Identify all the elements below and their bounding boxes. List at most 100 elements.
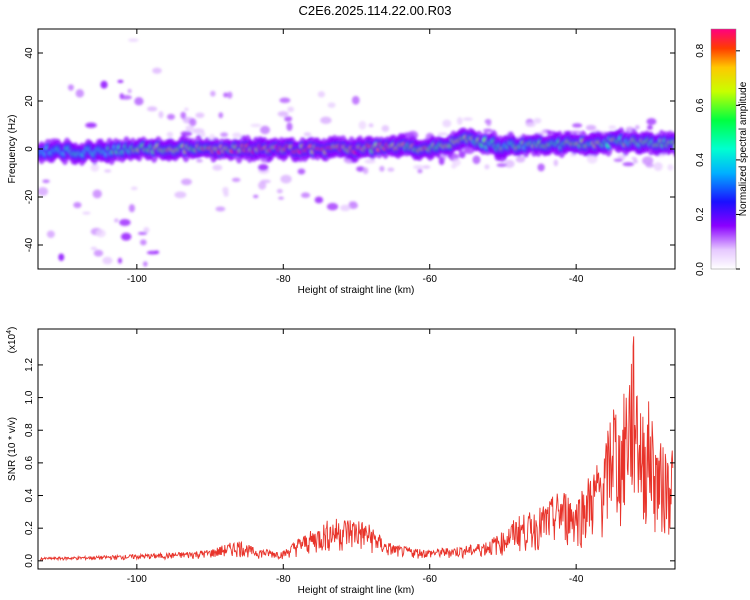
heatmap-cell: [166, 131, 174, 138]
colorbar-tick-label: 0.2: [695, 207, 706, 221]
snr-panel: -100 -80 -60 -40 0.0 0.2 0.4 0.6 0.8 1.0 1.2 Heig…: [6, 327, 676, 596]
heatmap-cell: [463, 147, 475, 155]
heatmap-cell: [504, 159, 515, 168]
heatmap-cell: [458, 150, 466, 159]
heatmap-cell: [496, 163, 507, 168]
heatmap-cell: [586, 154, 598, 164]
heatmap-cell: [364, 159, 376, 164]
heatmap-cell: [117, 79, 124, 84]
heatmap-cell: [320, 116, 332, 124]
heatmap-cell: [158, 111, 164, 119]
heatmap-cell: [75, 89, 85, 98]
heatmap-cell: [525, 122, 536, 128]
heatmap-cell: [92, 189, 102, 199]
snr-x-tick-label: -80: [276, 574, 291, 585]
heatmap-cell: [284, 116, 293, 122]
heatmap-cell: [185, 125, 194, 132]
colorbar: 0.0 0.2 0.4 0.6 0.8 Normalized spectral ampl…: [695, 28, 749, 276]
heatmap-cell: [537, 163, 545, 172]
heatmap-cell: [260, 125, 271, 135]
heatmap-cell: [483, 128, 493, 133]
heatmap-cell: [114, 218, 119, 223]
heatmap-cell: [128, 204, 135, 213]
heatmap-cell: [633, 159, 638, 164]
spectrogram-y-tick-label: 0: [24, 146, 35, 152]
spectrogram-x-tick-label: -100: [127, 274, 147, 285]
snr-x-tick-label: -40: [569, 574, 584, 585]
heatmap-cell: [368, 123, 374, 128]
heatmap-cell: [117, 257, 123, 264]
heatmap-cell: [276, 188, 283, 194]
spectrogram-y-tick-label: 40: [24, 47, 35, 59]
heatmap-cell: [120, 95, 132, 100]
heatmap-cell: [317, 91, 326, 98]
snr-x-tick-label: -60: [422, 574, 437, 585]
snr-y-tick-label: 1.2: [24, 358, 35, 372]
snr-y-tick-label: 1.0: [24, 390, 35, 404]
svg-text:(x104): (x104): [6, 327, 18, 354]
heatmap-cell: [134, 97, 144, 106]
heatmap-cell: [180, 111, 187, 120]
heatmap-cell: [631, 157, 638, 161]
heatmap-cell: [413, 164, 424, 170]
heatmap-cell: [362, 167, 369, 175]
heatmap-cell: [570, 130, 582, 134]
snr-y-tick-label: 0.6: [24, 455, 35, 469]
heatmap-cell: [452, 158, 461, 167]
heatmap-cell: [613, 158, 623, 162]
heatmap-cell: [646, 118, 657, 125]
heatmap-cell: [218, 112, 224, 119]
heatmap-cell: [142, 261, 148, 267]
heatmap-cell: [472, 155, 481, 165]
colorbar-title: Normalized spectral amplitude: [738, 81, 749, 216]
snr-multiplier: (x104): [6, 327, 18, 354]
snr-y-ticks: 0.0 0.2 0.4 0.6 0.8 1.0 1.2: [24, 358, 675, 568]
heatmap-cell: [278, 196, 284, 200]
spectrogram-y-axis-title: Frequency (Hz): [7, 115, 18, 184]
heatmap-cell: [339, 204, 351, 212]
snr-x-axis-title: Height of straight line (km): [298, 585, 415, 596]
snr-y-tick-label: 0.8: [24, 423, 35, 437]
heatmap-cell: [154, 250, 160, 255]
snr-series-line: [39, 336, 674, 562]
figure-title: C2E6.2025.114.22.00.R03: [299, 3, 452, 18]
heatmap-cell: [533, 117, 542, 124]
heatmap-cell: [585, 124, 597, 131]
heatmap-cell: [140, 239, 147, 246]
heatmap-cell: [120, 232, 132, 241]
heatmap-cell: [46, 230, 55, 239]
heatmap-marks: [38, 38, 675, 267]
spectrogram-x-axis-title: Height of straight line (km): [298, 285, 415, 296]
snr-y-tick-label: 0.4: [24, 488, 35, 502]
snr-frame: [37, 328, 676, 570]
spectrogram-x-ticks: -100 -80 -60 -40: [127, 29, 584, 285]
heatmap-cell: [351, 95, 360, 105]
heatmap-cell: [95, 229, 106, 238]
heatmap-cell: [462, 117, 473, 121]
heatmap-cell: [167, 113, 176, 120]
heatmap-cell: [456, 117, 463, 125]
heatmap-cell: [300, 192, 311, 198]
spectrogram-y-tick-label: 20: [24, 95, 35, 107]
heatmap-cell: [85, 122, 97, 128]
heatmap-cell: [653, 162, 663, 171]
heatmap-cell: [227, 91, 233, 99]
snr-x-ticks: -100 -80 -60 -40: [127, 329, 584, 585]
heatmap-cell: [258, 181, 267, 190]
heatmap-cell: [442, 119, 452, 128]
colorbar-tick-label: 0.4: [695, 153, 706, 167]
heatmap-cell: [100, 80, 108, 89]
spectrogram-y-tick-label: -20: [24, 189, 35, 204]
snr-y-tick-label: 0.2: [24, 521, 35, 535]
snr-x-tick-label: -100: [127, 574, 147, 585]
heatmap-cell: [356, 166, 365, 172]
heatmap-cell: [174, 191, 187, 199]
spectrogram-y-tick-label: -40: [24, 237, 35, 252]
heatmap-cell: [303, 132, 312, 137]
colorbar-ticks: 0.0 0.2 0.4 0.6 0.8: [695, 43, 740, 276]
heatmap-cell: [286, 122, 293, 132]
heatmap-cell: [538, 131, 548, 135]
heatmap-cell: [667, 164, 674, 171]
heatmap-cell: [232, 132, 242, 138]
